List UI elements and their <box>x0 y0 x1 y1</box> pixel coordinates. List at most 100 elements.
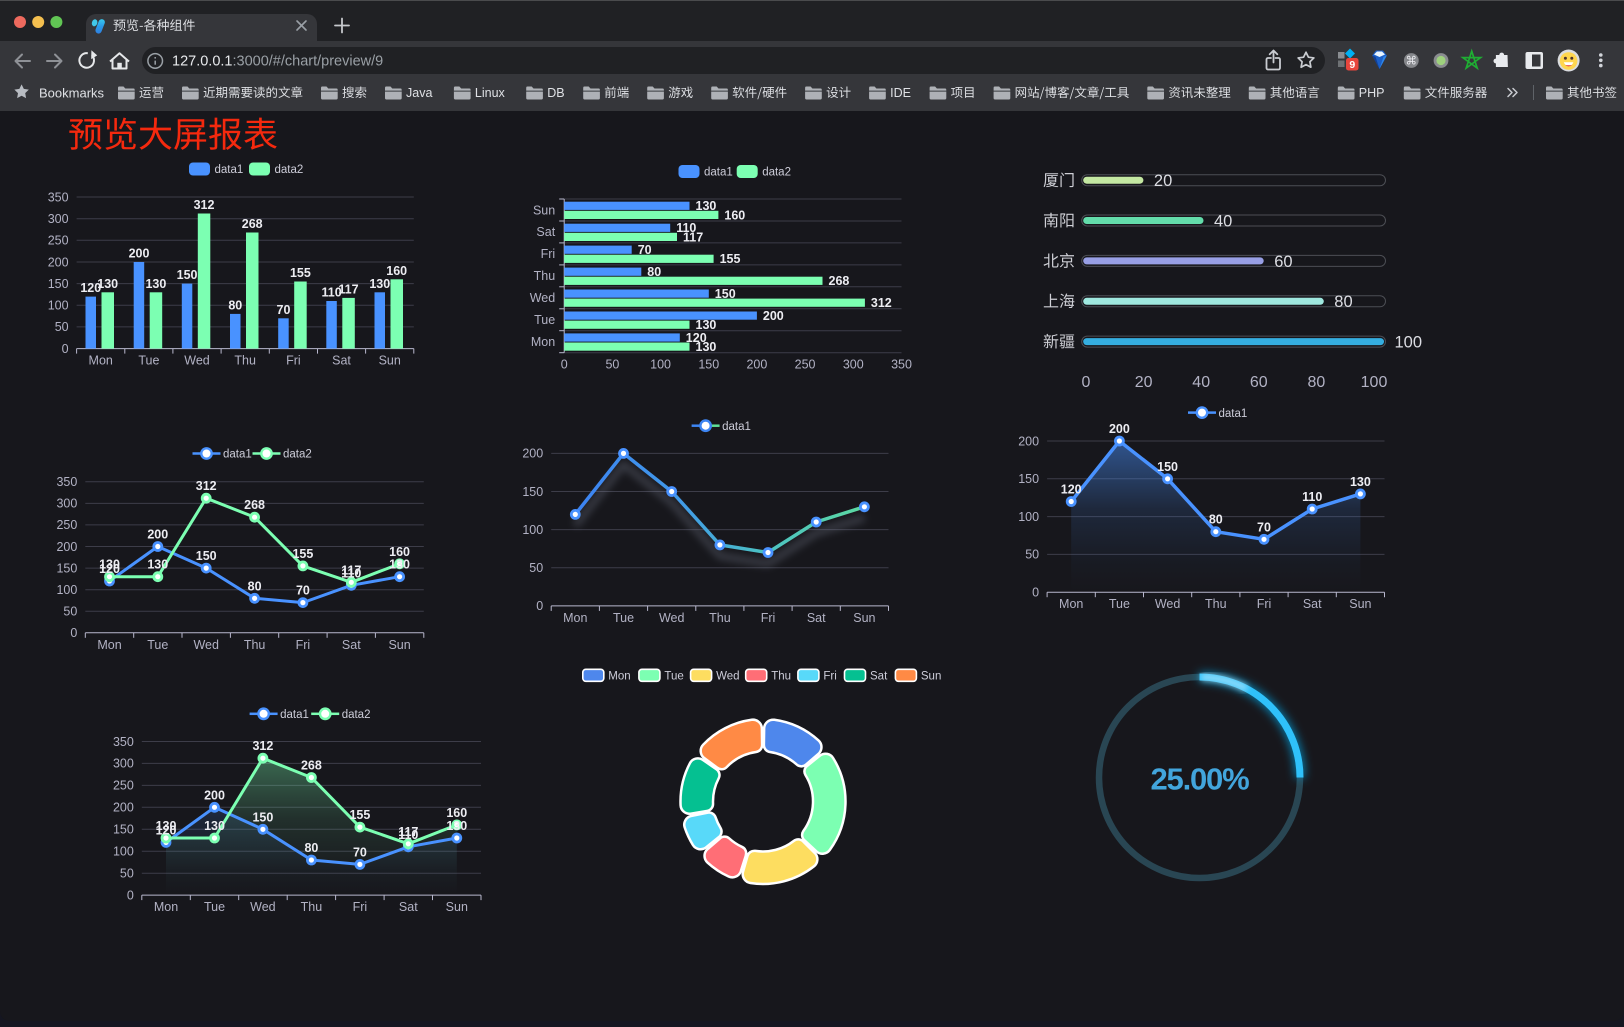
svg-text:200: 200 <box>56 540 77 554</box>
svg-text:Tue: Tue <box>204 900 225 914</box>
svg-text:150: 150 <box>48 277 69 291</box>
svg-text:300: 300 <box>843 358 864 372</box>
svg-text:⌘: ⌘ <box>1406 55 1418 68</box>
svg-text:100: 100 <box>113 845 134 859</box>
svg-text:350: 350 <box>891 358 912 372</box>
svg-text:70: 70 <box>296 584 310 598</box>
svg-text:data2: data2 <box>342 709 371 721</box>
svg-text:100: 100 <box>1018 510 1039 524</box>
svg-text:150: 150 <box>698 358 719 372</box>
svg-text:155: 155 <box>292 547 313 561</box>
svg-text:Wed: Wed <box>250 900 276 914</box>
svg-text:80: 80 <box>1308 374 1326 391</box>
svg-text:150: 150 <box>177 268 198 282</box>
svg-text:data1: data1 <box>215 164 244 176</box>
svg-text:150: 150 <box>196 549 217 563</box>
svg-text:300: 300 <box>48 212 69 226</box>
svg-text:200: 200 <box>1109 422 1130 436</box>
svg-text:130: 130 <box>369 277 390 291</box>
svg-text:100: 100 <box>56 583 77 597</box>
svg-text:60: 60 <box>1250 374 1268 391</box>
svg-text:150: 150 <box>1018 472 1039 486</box>
svg-text:110: 110 <box>322 286 342 300</box>
svg-text:100: 100 <box>48 299 69 313</box>
svg-text:0: 0 <box>1082 374 1091 391</box>
svg-text:Tue: Tue <box>613 611 634 625</box>
svg-text:Thu: Thu <box>534 269 556 283</box>
svg-text:200: 200 <box>763 309 784 323</box>
svg-text:100: 100 <box>1361 374 1388 391</box>
svg-text:160: 160 <box>389 545 410 559</box>
svg-text:100: 100 <box>1395 334 1423 352</box>
svg-text:50: 50 <box>55 320 69 334</box>
svg-text:Sun: Sun <box>853 611 875 625</box>
svg-text:Wed: Wed <box>716 670 739 682</box>
svg-text:150: 150 <box>715 287 736 301</box>
svg-text:350: 350 <box>113 735 134 749</box>
svg-text:110: 110 <box>676 221 696 235</box>
svg-text:60: 60 <box>1274 253 1292 271</box>
svg-text:100: 100 <box>650 358 671 372</box>
svg-text:data1: data1 <box>280 709 309 721</box>
svg-text:80: 80 <box>304 841 318 855</box>
svg-text:250: 250 <box>48 234 69 248</box>
svg-text:130: 130 <box>145 277 166 291</box>
svg-text:200: 200 <box>522 447 543 461</box>
svg-text:Wed: Wed <box>193 638 219 652</box>
svg-text:250: 250 <box>113 779 134 793</box>
svg-text:120: 120 <box>80 281 101 295</box>
svg-text:117: 117 <box>398 825 418 839</box>
svg-text:110: 110 <box>341 566 361 580</box>
svg-text:Sun: Sun <box>533 203 555 217</box>
svg-text:Sat: Sat <box>536 225 555 239</box>
svg-text:Sat: Sat <box>399 900 418 914</box>
svg-text:Wed: Wed <box>1155 597 1181 611</box>
svg-text:70: 70 <box>1257 520 1271 534</box>
svg-text:Sun: Sun <box>921 670 941 682</box>
svg-text:200: 200 <box>48 255 69 269</box>
svg-text:200: 200 <box>113 801 134 815</box>
svg-text:130: 130 <box>696 340 717 354</box>
svg-text:100: 100 <box>522 523 543 537</box>
svg-text:130: 130 <box>204 819 225 833</box>
svg-text:50: 50 <box>605 358 619 372</box>
svg-text:120: 120 <box>99 562 120 576</box>
svg-text:Mon: Mon <box>97 638 121 652</box>
svg-text:300: 300 <box>56 497 77 511</box>
svg-text:150: 150 <box>252 810 273 824</box>
svg-text:150: 150 <box>113 823 134 837</box>
svg-text:110: 110 <box>1302 490 1322 504</box>
svg-text:20: 20 <box>1154 172 1172 190</box>
svg-text:Wed: Wed <box>184 354 210 368</box>
svg-text:Linux: Linux <box>475 86 506 100</box>
svg-text:Mon: Mon <box>89 354 113 368</box>
svg-text:268: 268 <box>301 759 322 773</box>
svg-text:50: 50 <box>63 605 77 619</box>
svg-text:Fri: Fri <box>1257 597 1272 611</box>
svg-text:Sat: Sat <box>870 670 888 682</box>
svg-text:50: 50 <box>529 561 543 575</box>
svg-text:130: 130 <box>446 819 467 833</box>
svg-text:Thu: Thu <box>1205 597 1227 611</box>
svg-text:Thu: Thu <box>709 611 731 625</box>
svg-text:data1: data1 <box>223 449 252 461</box>
svg-text:70: 70 <box>638 243 652 257</box>
svg-text:120: 120 <box>156 823 177 837</box>
svg-text:130: 130 <box>696 318 717 332</box>
svg-text:70: 70 <box>277 303 291 317</box>
svg-text:80: 80 <box>647 265 661 279</box>
svg-text:150: 150 <box>1157 460 1178 474</box>
svg-text:200: 200 <box>147 528 168 542</box>
svg-text:data1: data1 <box>704 167 733 179</box>
svg-text:Fri: Fri <box>761 611 776 625</box>
svg-text:Wed: Wed <box>659 611 685 625</box>
svg-text:80: 80 <box>1209 513 1223 527</box>
svg-text:Thu: Thu <box>771 670 791 682</box>
svg-text:130: 130 <box>389 558 410 572</box>
svg-text:312: 312 <box>194 198 215 212</box>
svg-text:110: 110 <box>398 828 418 842</box>
svg-text:data2: data2 <box>275 164 304 176</box>
svg-text:Fri: Fri <box>823 670 836 682</box>
svg-text:Sat: Sat <box>332 354 351 368</box>
svg-text:130: 130 <box>696 199 717 213</box>
